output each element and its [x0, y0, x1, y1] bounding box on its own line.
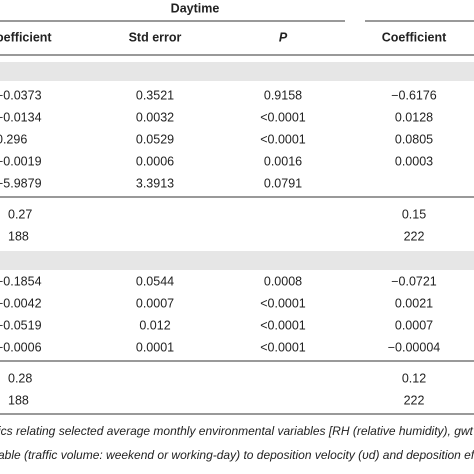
cell: 188 [8, 229, 29, 243]
cell: 0.0006 [136, 154, 174, 168]
cell: 188 [8, 393, 29, 407]
cell: 0.0001 [136, 340, 174, 354]
cell: 0.28 [8, 371, 32, 385]
section-band [0, 62, 474, 81]
footnote: ics relating selected average monthly en… [0, 424, 474, 438]
cell: 0.0008 [264, 274, 302, 288]
cell: −0.0721 [391, 274, 437, 288]
cell: 0.0003 [395, 154, 433, 168]
cell: 222 [404, 229, 425, 243]
cell: −0.0006 [0, 340, 42, 354]
cell: 0.3521 [136, 88, 174, 102]
cell: 0.0007 [136, 296, 174, 310]
cell: 0.0007 [395, 318, 433, 332]
cell: <0.0001 [260, 340, 306, 354]
cell: 0.0805 [395, 132, 433, 146]
column-header: Std error [129, 30, 182, 44]
column-header: Coefficient [382, 30, 447, 44]
cell: <0.0001 [260, 132, 306, 146]
cell: 0.0529 [136, 132, 174, 146]
cell: 0.15 [402, 207, 426, 221]
cell: 0.0016 [264, 154, 302, 168]
cell: 0.0791 [264, 176, 302, 190]
cell: 0.12 [402, 371, 426, 385]
cell: −0.0519 [0, 318, 42, 332]
cell: 0.296 [0, 132, 27, 146]
cell: −0.00004 [388, 340, 441, 354]
cell: −0.0373 [0, 88, 42, 102]
cell: 0.0032 [136, 110, 174, 124]
section-band [0, 251, 474, 270]
group-header: Daytime [171, 1, 220, 15]
cell: 3.3913 [136, 176, 174, 190]
cell: −0.1854 [0, 274, 42, 288]
cell: 0.0544 [136, 274, 174, 288]
cell: <0.0001 [260, 296, 306, 310]
cell: −0.0019 [0, 154, 42, 168]
cell: 0.0128 [395, 110, 433, 124]
footnote: able (traffic volume: weekend or working… [0, 448, 474, 462]
cell: <0.0001 [260, 110, 306, 124]
cell: 0.0021 [395, 296, 433, 310]
column-header: Coefficient [0, 30, 52, 44]
cell: −5.9879 [0, 176, 42, 190]
cell: −0.0042 [0, 296, 42, 310]
cell: 0.012 [139, 318, 170, 332]
column-header: P [279, 30, 288, 44]
cell: 222 [404, 393, 425, 407]
cell: <0.0001 [260, 318, 306, 332]
cell: −0.6176 [391, 88, 437, 102]
cell: 0.27 [8, 207, 32, 221]
cell: 0.9158 [264, 88, 302, 102]
cell: −0.0134 [0, 110, 42, 124]
